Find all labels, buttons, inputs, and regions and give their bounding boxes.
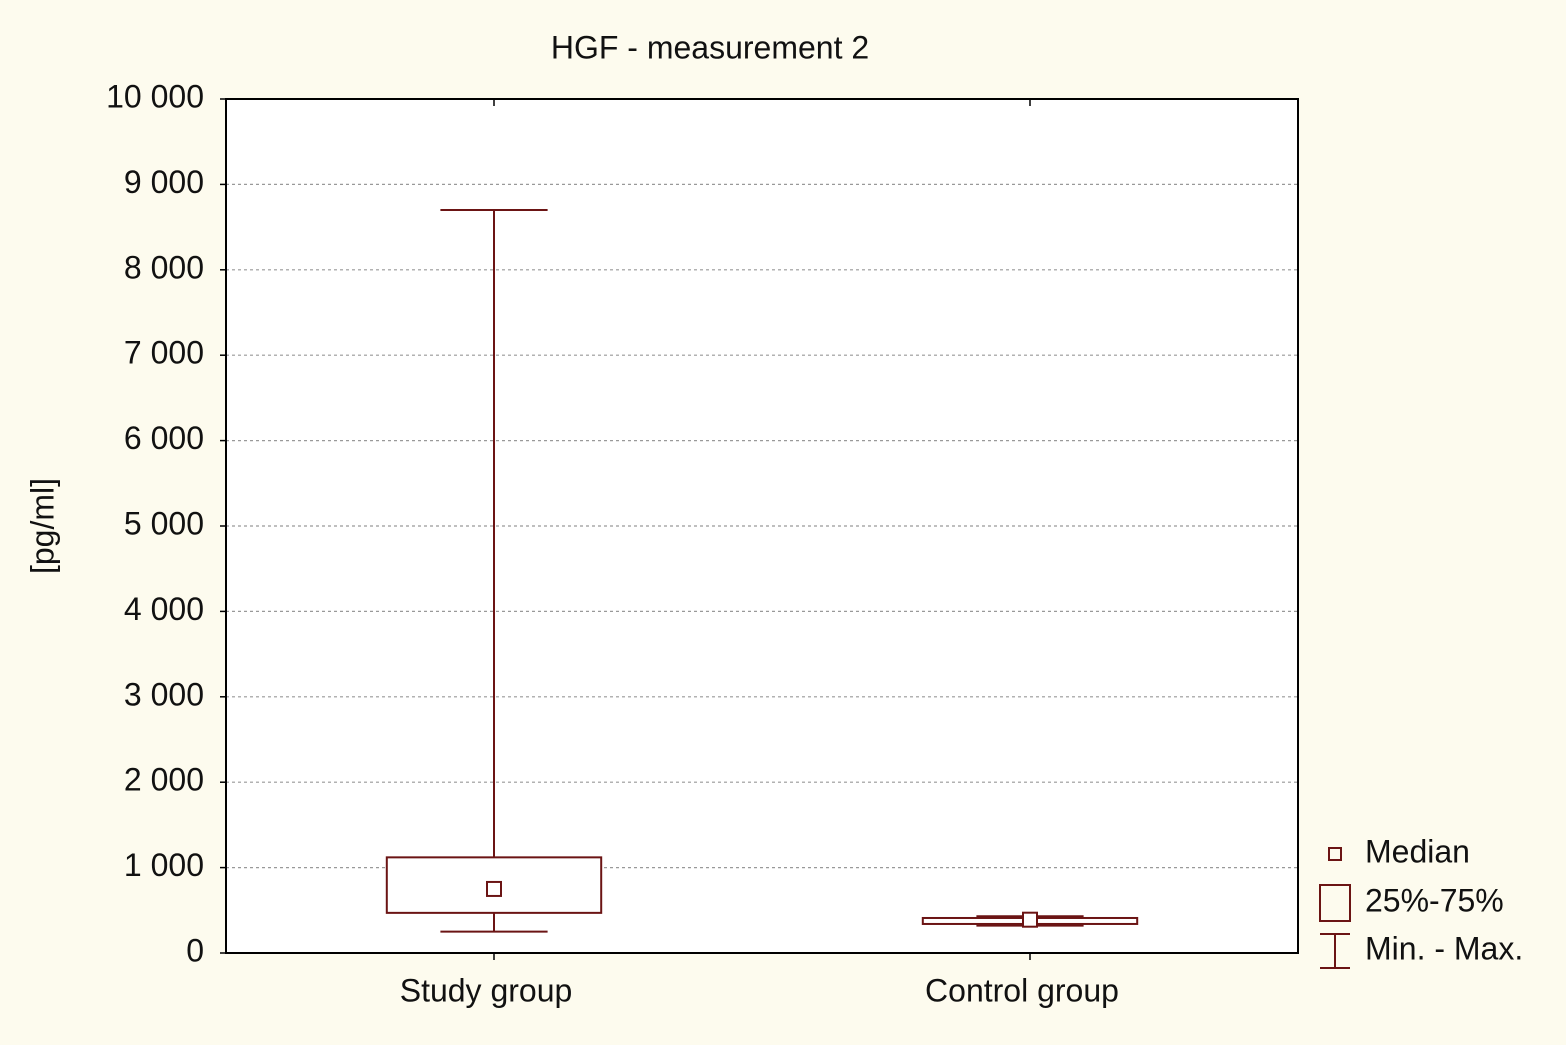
x-tick-label: Control group <box>925 972 1119 1008</box>
x-tick-label: Study group <box>400 972 573 1008</box>
chart-title: HGF - measurement 2 <box>551 29 869 65</box>
y-tick-label: 6 000 <box>124 420 204 456</box>
y-tick-label: 0 <box>186 932 204 968</box>
y-tick-label: 9 000 <box>124 164 204 200</box>
y-tick-label: 3 000 <box>124 676 204 712</box>
y-tick-label: 8 000 <box>124 249 204 285</box>
y-tick-label: 2 000 <box>124 762 204 798</box>
y-tick-label: 5 000 <box>124 505 204 541</box>
legend-median-icon <box>1328 847 1342 861</box>
legend-box-icon <box>1319 884 1351 922</box>
y-tick-label: 1 000 <box>124 847 204 883</box>
legend-label: Min. - Max. <box>1365 930 1523 966</box>
plot-border <box>225 98 1299 954</box>
median <box>1022 911 1038 928</box>
legend-label: 25%-75% <box>1365 882 1504 918</box>
y-axis-label: [pg/ml] <box>24 478 60 574</box>
y-tick-label: 4 000 <box>124 591 204 627</box>
legend-label: Median <box>1365 833 1470 869</box>
median <box>486 880 502 897</box>
y-tick-label: 10 000 <box>106 78 204 114</box>
y-tick-label: 7 000 <box>124 335 204 371</box>
